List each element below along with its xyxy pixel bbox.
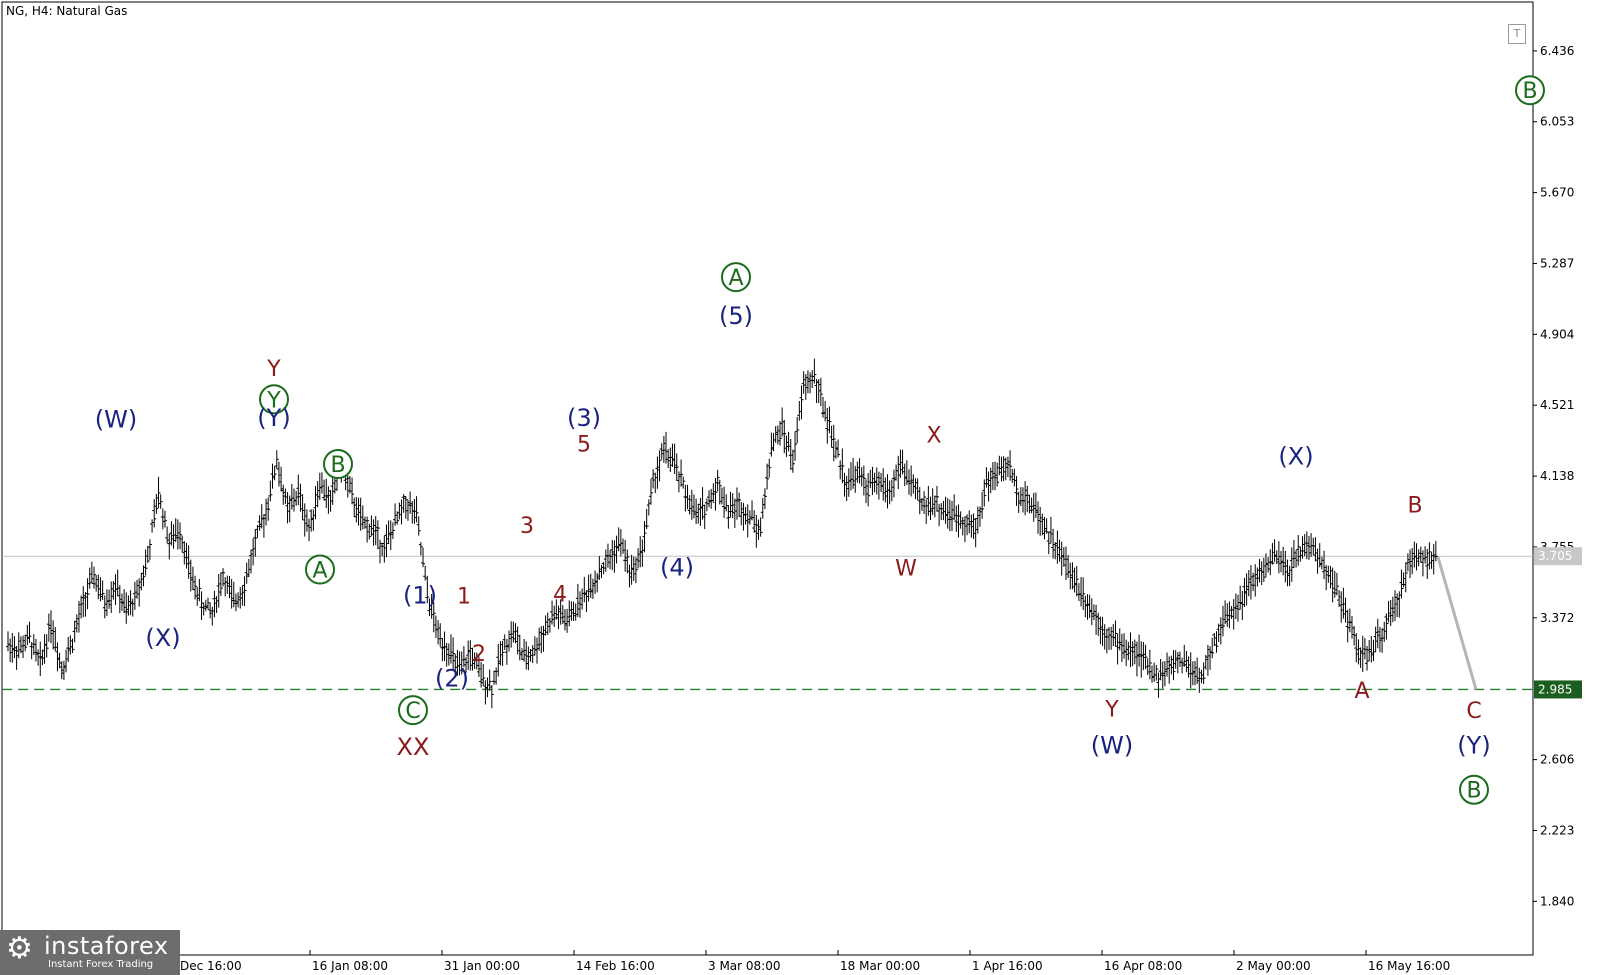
wave-label: X xyxy=(926,423,941,448)
wave-label: B xyxy=(1466,779,1481,804)
wave-label: A xyxy=(312,559,327,584)
wave-label: A xyxy=(728,266,743,291)
y-tick-label: 4.904 xyxy=(1540,327,1574,341)
x-tick-label: 31 Jan 00:00 xyxy=(444,959,520,973)
current-price-label: 3.705 xyxy=(1538,549,1572,563)
wave-label: (W) xyxy=(1091,731,1133,759)
x-tick-label: 2 May 00:00 xyxy=(1236,959,1311,973)
x-tick-label: 18 Mar 00:00 xyxy=(840,959,920,973)
wave-label: 1 xyxy=(457,584,471,609)
x-tick-label: 16 Jan 08:00 xyxy=(312,959,388,973)
wave-label: 2 xyxy=(472,642,486,667)
logo: ⚙ instaforex Instant Forex Trading xyxy=(0,930,180,975)
x-tick-label: 14 Feb 16:00 xyxy=(576,959,655,973)
wave-label: A xyxy=(1354,679,1369,704)
wave-label: (Y) xyxy=(1457,731,1490,759)
wave-label: C xyxy=(1466,699,1481,724)
y-tick-label: 4.138 xyxy=(1540,469,1574,483)
x-tick-label: 3 Mar 08:00 xyxy=(708,959,781,973)
y-tick-label: 4.521 xyxy=(1540,398,1574,412)
wave-label: 3 xyxy=(520,514,534,539)
wave-label: W xyxy=(895,557,917,582)
wave-label: B xyxy=(1407,494,1422,519)
y-tick-label: 5.287 xyxy=(1540,256,1574,270)
y-tick-label: 5.670 xyxy=(1540,186,1574,200)
wave-label: (X) xyxy=(1278,443,1313,471)
wave-label: (4) xyxy=(660,554,694,582)
wave-label: B xyxy=(1522,79,1537,104)
y-tick-label: 6.053 xyxy=(1540,115,1574,129)
x-tick-label: Dec 16:00 xyxy=(180,959,242,973)
wave-label: (Y) xyxy=(257,404,290,432)
support-price-label: 2.985 xyxy=(1538,682,1572,696)
y-tick-label: 1.840 xyxy=(1540,894,1574,908)
y-tick-label: 3.372 xyxy=(1540,611,1574,625)
x-tick-label: 1 Apr 16:00 xyxy=(972,959,1043,973)
wave-label: (5) xyxy=(719,302,753,330)
wave-label: (3) xyxy=(567,404,601,432)
wave-label: (X) xyxy=(145,624,180,652)
wave-label: B xyxy=(330,453,345,478)
gear-icon: ⚙ xyxy=(6,934,33,964)
wave-label: (2) xyxy=(435,665,469,693)
wave-label: 5 xyxy=(577,433,591,458)
logo-tagline: Instant Forex Trading xyxy=(48,959,153,970)
logo-name: instaforex xyxy=(44,932,169,960)
wave-label: Y xyxy=(1104,697,1119,722)
wave-label: (1) xyxy=(403,581,437,609)
wave-label: (W) xyxy=(95,406,137,434)
wave-label: Y xyxy=(266,357,281,382)
wave-label: XX xyxy=(397,733,430,761)
wave-label: C xyxy=(405,699,420,724)
projection-line xyxy=(1438,557,1476,689)
x-tick-label: 16 May 16:00 xyxy=(1368,959,1450,973)
wave-label: 4 xyxy=(553,583,567,608)
y-tick-label: 6.436 xyxy=(1540,44,1574,58)
y-tick-label: 2.223 xyxy=(1540,823,1574,837)
y-tick-label: 2.606 xyxy=(1540,753,1574,767)
x-tick-label: 16 Apr 08:00 xyxy=(1104,959,1182,973)
